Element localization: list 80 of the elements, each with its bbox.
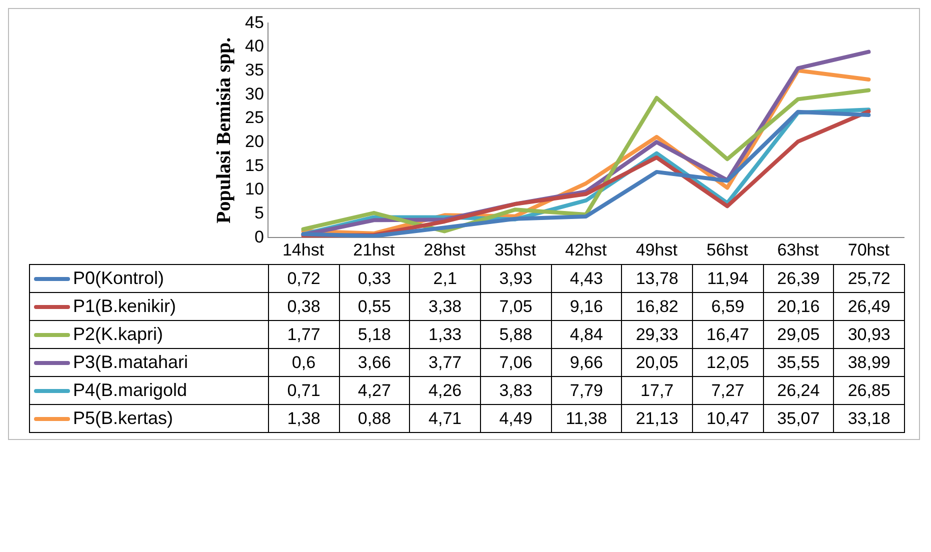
data-label: 12,05 <box>692 348 764 376</box>
data-label: 0,33 <box>339 264 410 292</box>
legend-label: P5(B.kertas) <box>73 408 174 428</box>
data-label: 7,05 <box>480 292 552 320</box>
legend-label: P2(K.kapri) <box>73 324 164 344</box>
y-tick-label: 20 <box>244 132 264 151</box>
data-label: 38,99 <box>834 348 904 376</box>
x-tick-label: 49hst <box>636 240 678 260</box>
data-label: 21,13 <box>622 404 692 432</box>
data-label: 5,88 <box>480 320 552 348</box>
data-label: 25,72 <box>834 264 904 292</box>
data-label: 0,88 <box>339 404 410 432</box>
y-tick-label: 25 <box>244 108 264 128</box>
data-label: 3,66 <box>339 348 410 376</box>
data-label: 4,84 <box>551 320 622 348</box>
data-label: 29,33 <box>622 320 692 348</box>
data-label: 35,55 <box>763 348 834 376</box>
data-label: 29,05 <box>763 320 834 348</box>
legend-label: P4(B.marigold <box>73 380 188 400</box>
data-label: 4,49 <box>480 404 552 432</box>
y-tick-label: 40 <box>244 36 264 56</box>
data-label: 6,59 <box>692 292 764 320</box>
data-label: 4,71 <box>410 404 480 432</box>
data-label: 3,93 <box>480 264 552 292</box>
x-tick-label: 14hst <box>282 240 324 260</box>
x-tick-label: 28hst <box>424 240 466 260</box>
data-label: 4,43 <box>551 264 622 292</box>
data-label: 9,16 <box>551 292 622 320</box>
data-label: 3,38 <box>410 292 480 320</box>
data-label: 17,7 <box>622 376 692 404</box>
x-tick-label: 42hst <box>565 240 608 260</box>
data-label: 11,38 <box>551 404 622 432</box>
data-label: 2,1 <box>410 264 480 292</box>
data-label: 0,6 <box>268 348 340 376</box>
y-tick-label: 0 <box>254 227 264 246</box>
data-label: 7,79 <box>551 376 622 404</box>
data-label: 20,16 <box>763 292 834 320</box>
data-label: 0,72 <box>268 264 340 292</box>
data-label: 1,77 <box>268 320 340 348</box>
y-tick-label: 45 <box>244 12 264 32</box>
data-label: 7,06 <box>480 348 552 376</box>
data-label: 26,39 <box>763 264 834 292</box>
x-tick-label: 70hst <box>848 240 890 260</box>
legend-label: P3(B.matahari <box>73 352 188 372</box>
data-label: 4,27 <box>339 376 410 404</box>
x-tick-label: 63hst <box>777 240 820 260</box>
y-tick-label: 30 <box>244 84 264 104</box>
legend-label: P0(Kontrol) <box>73 268 164 288</box>
data-label: 0,55 <box>339 292 410 320</box>
data-label: 5,18 <box>339 320 410 348</box>
data-label: 13,78 <box>622 264 692 292</box>
legend-label: P1(B.kenikir) <box>73 296 176 316</box>
data-label: 26,24 <box>763 376 834 404</box>
data-label: 4,26 <box>410 376 480 404</box>
data-label: 0,71 <box>268 376 340 404</box>
y-tick-label: 10 <box>244 180 264 199</box>
data-label: 11,94 <box>692 264 764 292</box>
data-label: 16,82 <box>622 292 692 320</box>
y-tick-label: 15 <box>244 156 264 175</box>
data-label: 0,38 <box>268 292 340 320</box>
data-label: 1,33 <box>410 320 480 348</box>
data-label: 26,85 <box>834 376 904 404</box>
y-axis-title: Populasi Bemisia spp. <box>213 37 236 224</box>
x-tick-label: 35hst <box>494 240 536 260</box>
data-label: 26,49 <box>834 292 904 320</box>
data-label: 35,07 <box>763 404 834 432</box>
data-label: 9,66 <box>551 348 622 376</box>
data-label: 3,83 <box>480 376 552 404</box>
y-tick-label: 35 <box>244 60 264 80</box>
data-label: 30,93 <box>834 320 904 348</box>
data-label: 3,77 <box>410 348 480 376</box>
data-label: 1,38 <box>268 404 340 432</box>
data-label: 20,05 <box>622 348 692 376</box>
data-label: 16,47 <box>692 320 764 348</box>
data-label: 33,18 <box>834 404 904 432</box>
data-label: 10,47 <box>692 404 764 432</box>
x-tick-label: 56hst <box>706 240 748 260</box>
y-tick-label: 5 <box>254 203 264 222</box>
data-label: 7,27 <box>692 376 764 404</box>
x-tick-label: 21hst <box>353 240 395 260</box>
